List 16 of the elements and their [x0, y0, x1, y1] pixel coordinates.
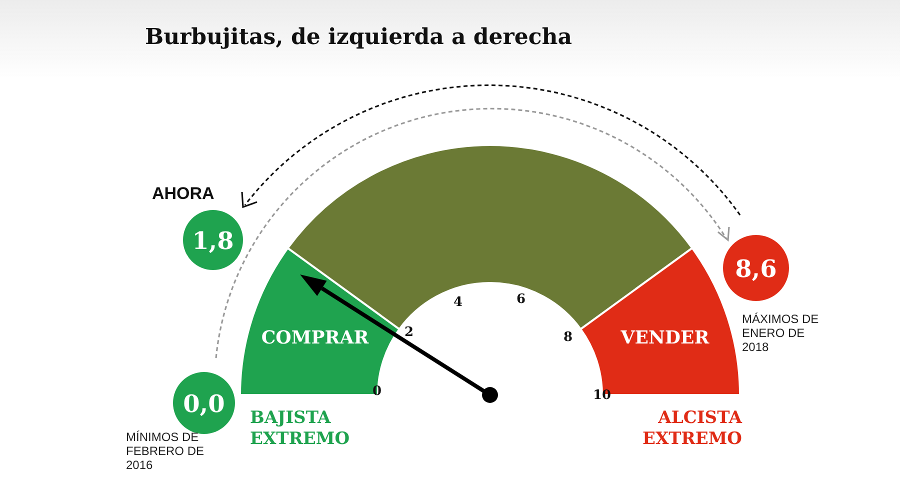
- chart-title: Burbujitas, de izquierda a derecha: [145, 24, 572, 50]
- text: 2: [403, 325, 415, 340]
- text: 10: [592, 388, 612, 403]
- slice-label: COMPRAR: [261, 328, 370, 349]
- text: AHORA: [152, 184, 214, 204]
- text: 8: [562, 330, 574, 345]
- text: 0: [371, 384, 383, 399]
- slice-label: VENDER: [620, 328, 710, 349]
- text: 4: [452, 295, 464, 310]
- text: ALCISTA EXTREMO: [641, 408, 742, 450]
- text: 6: [515, 292, 527, 307]
- circle-badge: 8,6: [723, 235, 789, 301]
- circle-badge: 1,8: [183, 210, 243, 270]
- circle-badge: 0,0: [173, 372, 235, 434]
- text: MÁXIMOS DE ENERO DE 2018: [742, 312, 820, 354]
- text: BAJISTA EXTREMO: [250, 408, 350, 450]
